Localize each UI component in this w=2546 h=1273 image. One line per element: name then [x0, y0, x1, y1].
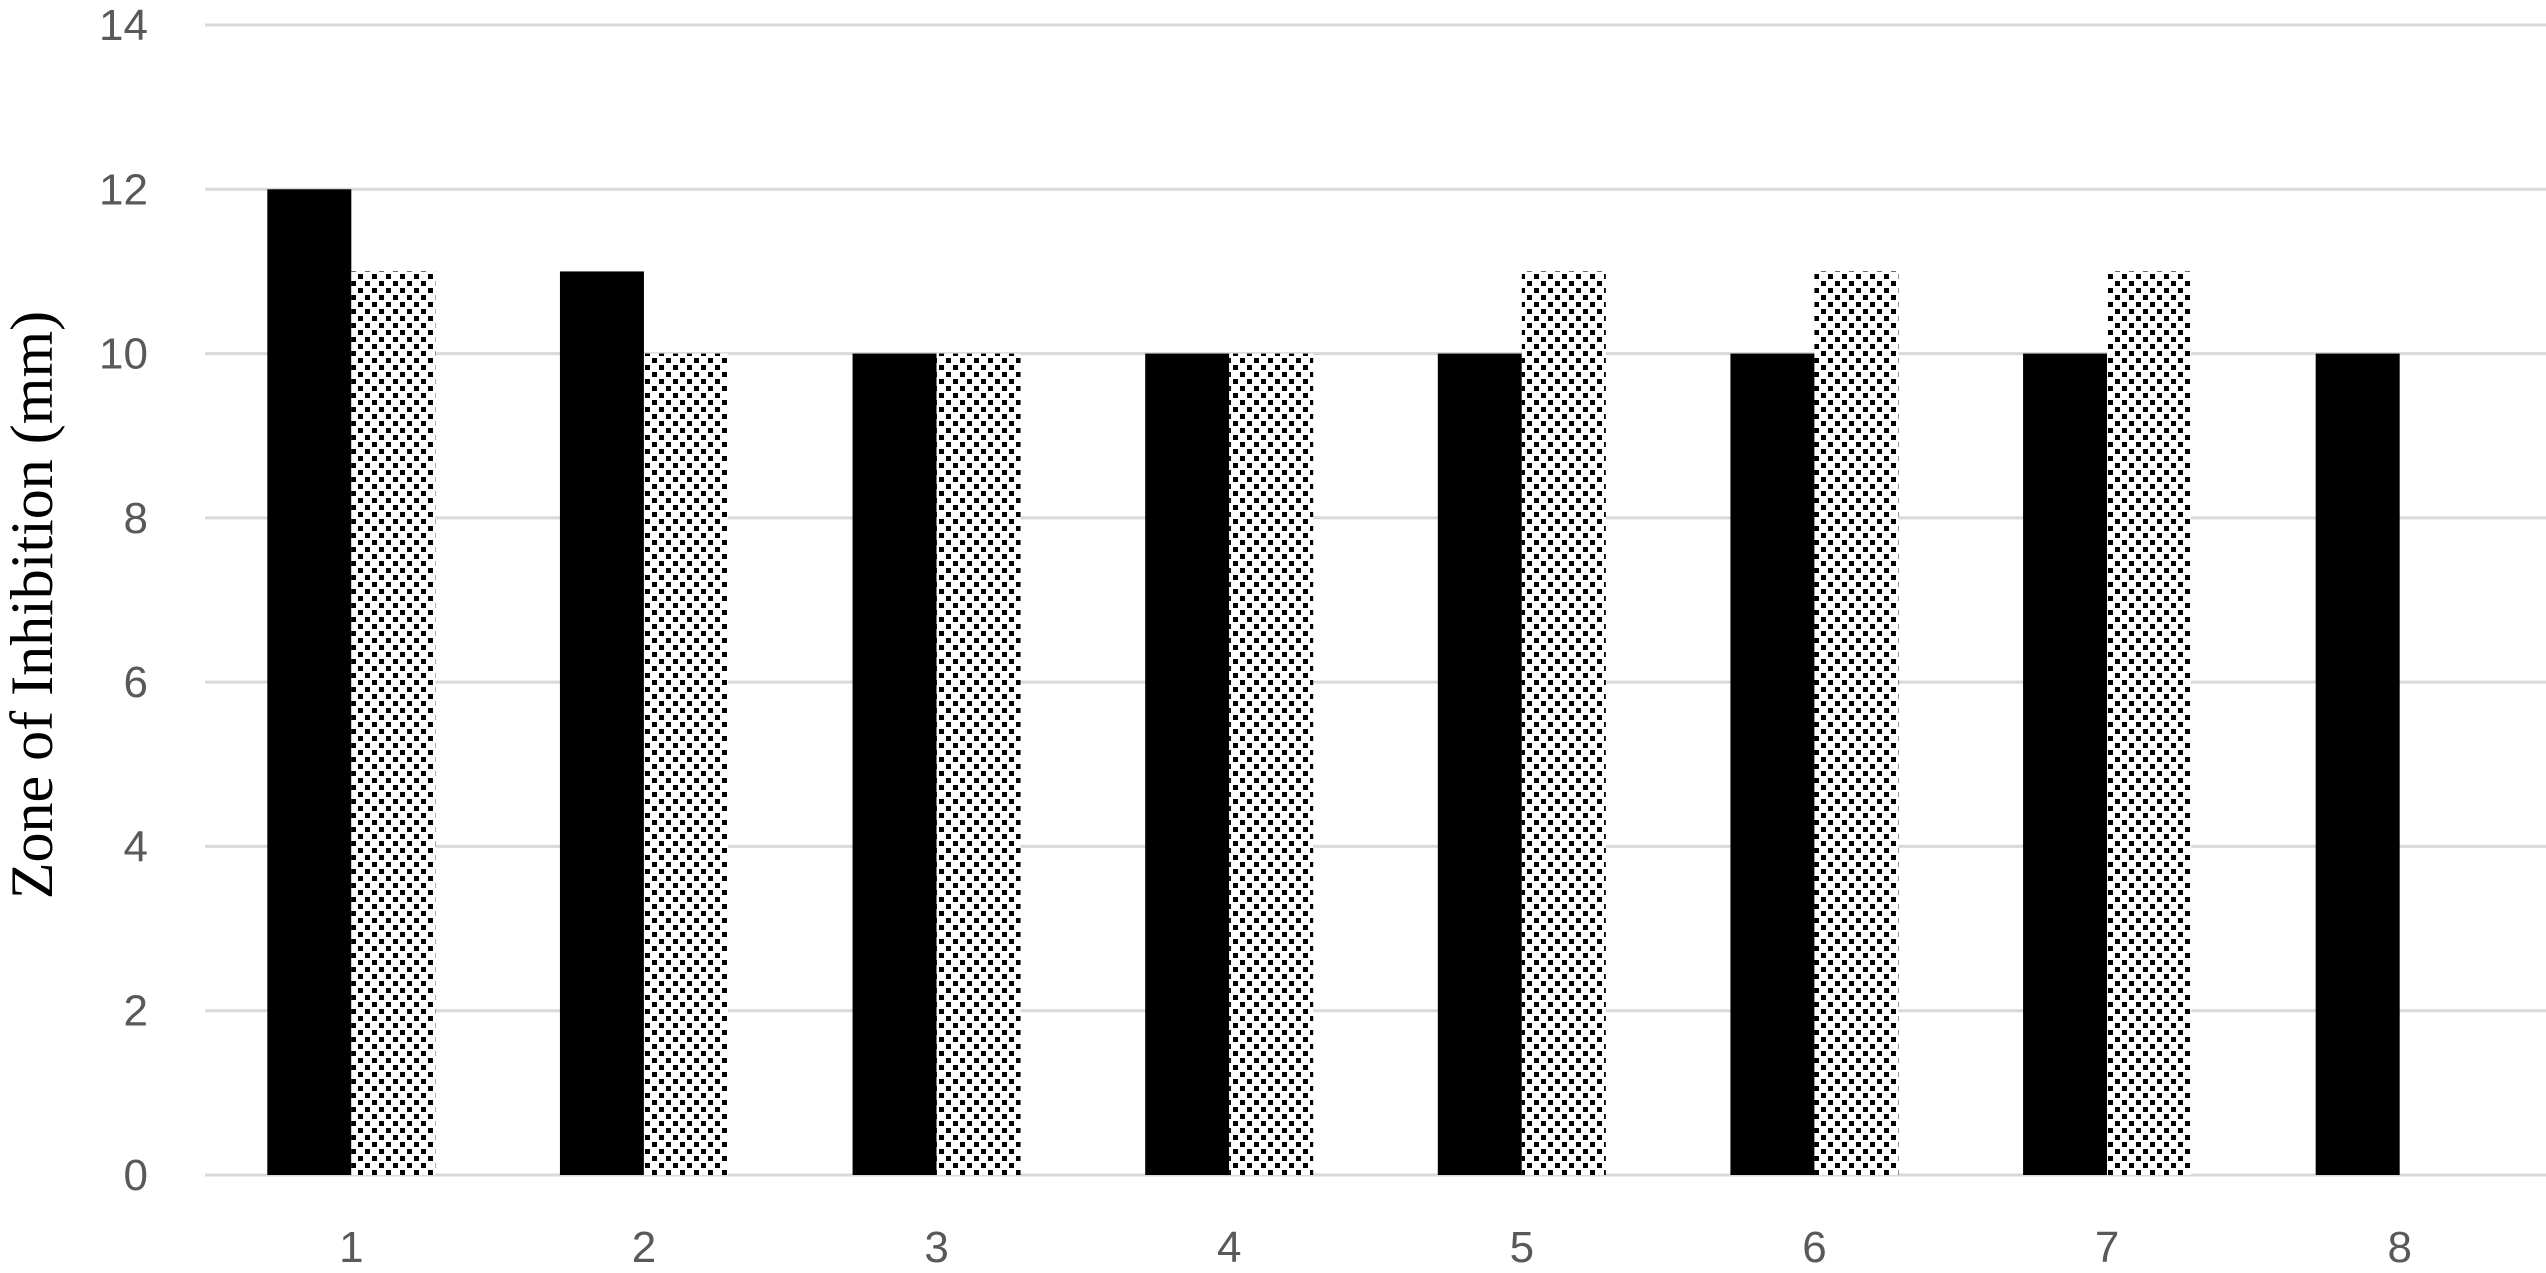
y-tick-label: 2 — [124, 987, 148, 1036]
y-tick-label: 0 — [124, 1151, 148, 1200]
x-axis-ticks: 1 2 3 4 5 6 7 8 — [339, 1223, 2412, 1272]
x-tick-label: 8 — [2387, 1223, 2411, 1272]
y-tick-label: 8 — [124, 494, 148, 543]
y-tick-label: 10 — [99, 330, 148, 379]
bar-series-1-2 — [559, 271, 644, 1175]
x-tick-label: 4 — [1217, 1223, 1241, 1272]
bar-series-1-1 — [267, 189, 352, 1176]
x-tick-label: 1 — [339, 1223, 363, 1272]
x-tick-label: 2 — [632, 1223, 656, 1272]
bar-series-2-1 — [351, 271, 436, 1175]
bar-series-2-4 — [1229, 353, 1314, 1176]
y-axis-title: Zone of Inhibition (mm) — [0, 311, 65, 899]
bars — [267, 189, 2400, 1176]
y-tick-label: 14 — [99, 1, 148, 50]
y-tick-label: 6 — [124, 658, 148, 707]
x-tick-label: 3 — [924, 1223, 948, 1272]
bar-series-1-5 — [1437, 353, 1522, 1176]
y-tick-label: 12 — [99, 165, 148, 214]
y-tick-label: 4 — [124, 822, 148, 871]
gridlines — [205, 23, 2546, 1177]
bar-series-1-3 — [852, 353, 937, 1176]
bar-series-2-6 — [1814, 271, 1899, 1175]
bar-series-1-4 — [1145, 353, 1230, 1176]
bar-series-2-2 — [643, 353, 728, 1176]
bar-series-1-7 — [2023, 353, 2108, 1176]
bar-series-2-3 — [936, 353, 1021, 1176]
x-tick-label: 5 — [1510, 1223, 1534, 1272]
x-tick-label: 7 — [2095, 1223, 2119, 1272]
bar-series-2-7 — [2107, 271, 2192, 1175]
bar-series-1-6 — [1730, 353, 1815, 1176]
y-axis-ticks: 0 2 4 6 8 10 12 14 — [99, 1, 148, 1200]
bar-series-2-5 — [1521, 271, 1606, 1175]
bar-series-1-8 — [2315, 353, 2400, 1176]
x-tick-label: 6 — [1802, 1223, 1826, 1272]
